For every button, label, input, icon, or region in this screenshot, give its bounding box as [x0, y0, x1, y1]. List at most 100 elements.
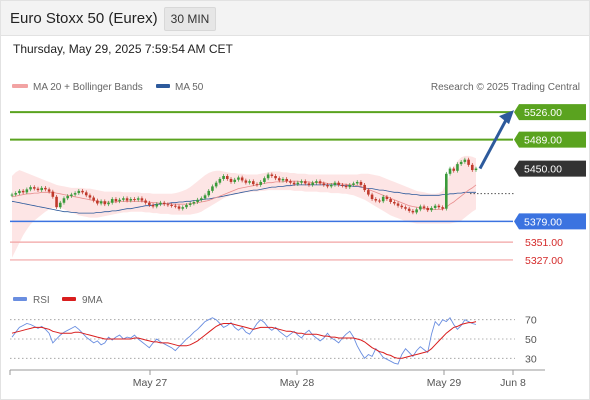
candle-body — [114, 199, 118, 202]
level-label-5450.00: 5450.00 — [524, 164, 562, 176]
candle-body — [229, 178, 233, 182]
level-label-box-5450.00 — [514, 160, 586, 177]
candle-body — [396, 203, 400, 206]
candle-body — [333, 182, 337, 185]
candle-body — [474, 168, 478, 171]
candle-body — [259, 181, 263, 185]
candle-body — [370, 194, 374, 200]
candle-body — [326, 184, 329, 187]
candle-body — [14, 193, 18, 195]
candle-body — [73, 193, 77, 195]
candle-body — [77, 190, 81, 194]
ma50-legend-swatch — [156, 84, 170, 88]
bollinger-band — [12, 155, 476, 258]
candle-body — [437, 205, 441, 208]
candle-body — [133, 199, 136, 201]
candle-body — [233, 179, 237, 182]
candle-body — [81, 190, 84, 193]
rsi-legend-swatch — [13, 297, 27, 301]
candle-body — [422, 206, 426, 208]
interval-button[interactable]: 30 MIN — [164, 7, 216, 31]
candle-body — [18, 190, 21, 194]
candle-body — [352, 183, 355, 185]
candle-body — [407, 208, 411, 211]
price-layer: 5526.00 5489.00 5450.00 5379.00 5351.00 5327.… — [10, 104, 586, 267]
candle-body — [281, 178, 285, 181]
candle-body — [170, 204, 173, 206]
candle-body — [445, 173, 448, 209]
candle-body — [237, 177, 240, 180]
candle-body — [29, 187, 32, 190]
candle-body — [140, 198, 144, 201]
candle-body — [225, 176, 229, 179]
candle-body — [385, 196, 389, 200]
ma20-line — [11, 180, 477, 210]
candle-body — [55, 196, 58, 208]
candle-body — [162, 202, 166, 205]
candle-body — [211, 186, 214, 191]
time-tick-may-29: May 29 — [427, 377, 462, 389]
candle-body — [103, 201, 107, 205]
candle-body — [44, 187, 47, 190]
candle-body — [47, 189, 51, 192]
candle-body — [251, 181, 255, 185]
candle-body — [348, 184, 352, 188]
ma20-legend-label: MA 20 + Bollinger Bands — [33, 82, 143, 93]
candle-body — [92, 197, 95, 201]
candle-body — [367, 190, 370, 195]
candle-body — [188, 203, 192, 205]
candle-body — [174, 205, 177, 207]
candle-body — [374, 199, 378, 201]
ma50-legend-label: MA 50 — [175, 82, 204, 93]
candle-body — [289, 181, 292, 183]
candle-body — [62, 198, 66, 203]
candle-body — [285, 178, 288, 182]
candle-body — [329, 184, 333, 187]
level-label-5379.00: 5379.00 — [524, 216, 562, 228]
timestamp: Thursday, May 29, 2025 7:59:54 AM CET — [13, 42, 233, 56]
ma50-line — [11, 184, 476, 214]
candle-body — [266, 174, 270, 179]
candle-body — [10, 194, 14, 196]
candle-body — [185, 204, 188, 208]
forecast-arrow-head — [499, 110, 514, 125]
candle-body — [415, 209, 418, 213]
candle-body — [36, 188, 40, 191]
candle-body — [88, 195, 92, 198]
rsi-layer: 70 50 30 — [10, 315, 537, 365]
candle-body — [181, 207, 185, 209]
candle-body — [470, 164, 474, 171]
candle-body — [263, 178, 266, 182]
candle-body — [307, 183, 311, 185]
rsi-tick-50: 50 — [525, 334, 537, 346]
candle-body — [51, 191, 55, 197]
ma20-legend-swatch — [12, 84, 28, 88]
candle-body — [359, 181, 363, 185]
candle-body — [70, 194, 73, 197]
candle-body — [448, 168, 452, 174]
level-label-5489.00: 5489.00 — [524, 135, 562, 147]
candle-body — [315, 181, 318, 183]
candle-body — [344, 185, 348, 188]
candle-body — [25, 189, 29, 193]
level-label-5327.00: 5327.00 — [525, 255, 563, 267]
candle-body — [196, 199, 199, 202]
candle-body — [32, 187, 36, 189]
candle-body — [296, 182, 300, 185]
candle-body — [84, 192, 88, 196]
candle-body — [159, 202, 162, 205]
candle-body — [430, 207, 433, 211]
candle-body — [277, 178, 281, 181]
candle-body — [452, 168, 456, 171]
candle-body — [207, 190, 211, 196]
candle-body — [341, 184, 344, 186]
candle-body — [148, 202, 151, 205]
candle-body — [166, 204, 170, 206]
candle-body — [467, 159, 470, 165]
candle-body — [218, 178, 222, 183]
candle-body — [389, 199, 392, 202]
candle-body — [381, 196, 385, 202]
candle-body — [456, 164, 459, 171]
candle-body — [136, 198, 140, 200]
